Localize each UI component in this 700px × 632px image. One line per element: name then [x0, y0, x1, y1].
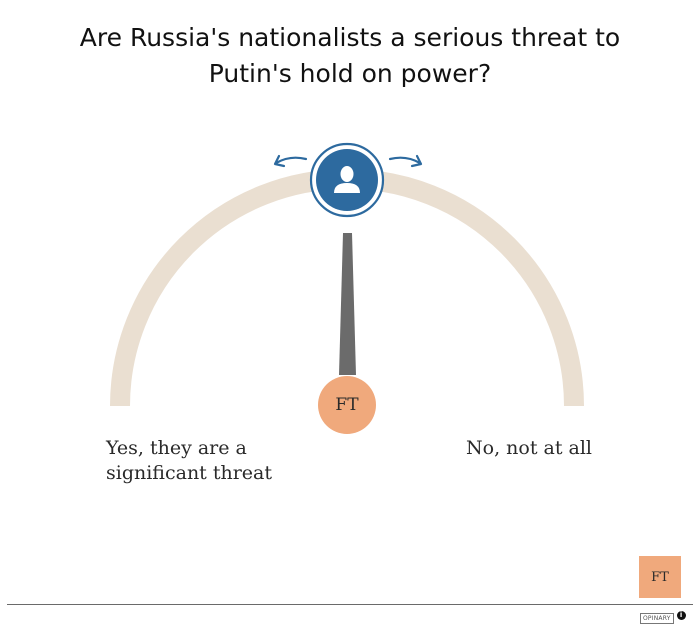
- arrow-right-icon: [388, 154, 423, 168]
- poll-question: Are Russia's nationalists a serious thre…: [79, 23, 621, 88]
- publisher-badge: FT: [318, 376, 376, 434]
- answer-label-no: No, not at all: [466, 437, 592, 459]
- info-icon[interactable]: i: [676, 611, 686, 620]
- gauge-handle[interactable]: [309, 142, 385, 218]
- footer-divider: [7, 604, 693, 605]
- arrow-left-icon: [273, 154, 308, 168]
- gauge-needle[interactable]: [339, 233, 356, 375]
- publisher-logo[interactable]: FT: [639, 556, 681, 598]
- user-icon: [334, 166, 360, 193]
- brand-footer[interactable]: OPINARY i: [640, 611, 686, 625]
- answer-label-yes: Yes, they are a significant threat: [106, 437, 273, 484]
- needle-shape: [339, 233, 356, 375]
- brand-logo[interactable]: OPINARY: [640, 612, 674, 624]
